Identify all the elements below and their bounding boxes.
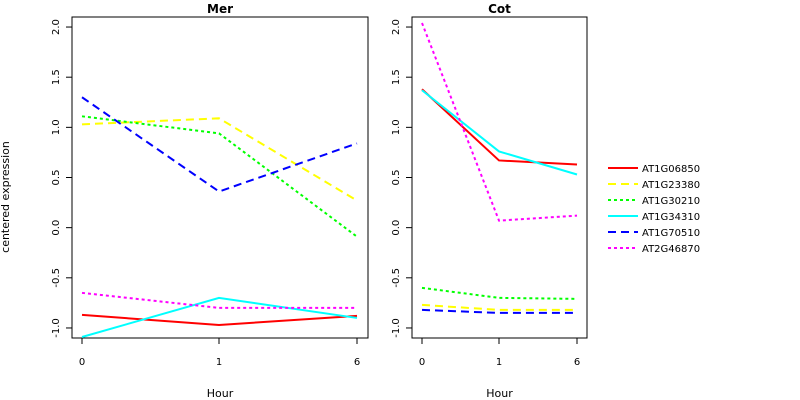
y-tick-label: 2.0 [51, 19, 62, 35]
series-line-at1g34310 [81, 296, 358, 338]
legend: AT1G06850 AT1G23380 AT1G30210 AT1G34310 AT1G… [608, 164, 700, 255]
legend-label: AT1G06850 [642, 164, 700, 175]
x-axis-title: Hour [207, 387, 234, 400]
y-tick-label: 0.5 [51, 170, 62, 186]
series-line-at2g46870 [81, 291, 357, 309]
x-tick-label: 6 [574, 357, 580, 368]
series-line-at1g30210 [81, 115, 358, 238]
y-tick-label: -1.0 [51, 318, 62, 338]
legend-item: AT1G30210 [608, 196, 700, 207]
legend-item: AT1G23380 [608, 180, 700, 191]
x-tick-label: 1 [496, 357, 502, 368]
series-line-at1g23380 [81, 117, 358, 202]
y-tick-label: 0.0 [391, 220, 402, 236]
y-tick-label: -1.0 [391, 318, 402, 338]
series-line-at1g06850 [81, 313, 358, 326]
y-tick-label: 1.5 [391, 69, 402, 85]
x-tick-label: 0 [79, 357, 85, 368]
x-tick-label: 1 [216, 357, 222, 368]
plot-frame [71, 16, 369, 339]
legend-item: AT1G06850 [608, 164, 700, 175]
series-line-at1g34310 [421, 89, 578, 176]
y-tick-label: 1.0 [51, 119, 62, 135]
x-tick-label: 0 [419, 357, 425, 368]
legend-item: AT1G34310 [608, 212, 700, 223]
series-line-at1g70510 [81, 96, 358, 193]
series-line-at2g46870 [421, 22, 578, 222]
series-line-at1g30210 [421, 286, 578, 300]
legend-label: AT1G70510 [642, 228, 700, 239]
y-tick-label: -0.5 [391, 268, 402, 288]
legend-item: AT1G70510 [608, 228, 700, 239]
panel-title: Cot [488, 2, 511, 16]
panel-title: Mer [207, 2, 233, 16]
x-tick-label: 6 [354, 357, 360, 368]
series-line-at1g06850 [421, 88, 578, 166]
y-tick-label: 1.5 [51, 69, 62, 85]
panel-mer: Mer -1.0 -0.5 0.0 0.5 1.0 1.5 2.0 0 1 6 Hour [51, 2, 369, 400]
y-tick-label: 0.0 [51, 220, 62, 236]
y-tick-label: 2.0 [391, 19, 402, 35]
plot-frame [411, 16, 588, 339]
legend-item: AT2G46870 [608, 244, 700, 255]
legend-label: AT2G46870 [642, 244, 700, 255]
legend-label: AT1G34310 [642, 212, 700, 223]
legend-label: AT1G23380 [642, 180, 700, 191]
y-tick-label: -0.5 [51, 268, 62, 288]
legend-label: AT1G30210 [642, 196, 700, 207]
y-tick-label: 0.5 [391, 170, 402, 186]
y-tick-label: 1.0 [391, 119, 402, 135]
series-line-at1g23380 [421, 303, 577, 311]
y-axis-title: centered expression [0, 141, 12, 253]
x-axis-title: Hour [486, 387, 513, 400]
panel-cot: Cot -1.0 -0.5 0.0 0.5 1.0 1.5 2.0 0 1 6 Hour [391, 2, 588, 400]
